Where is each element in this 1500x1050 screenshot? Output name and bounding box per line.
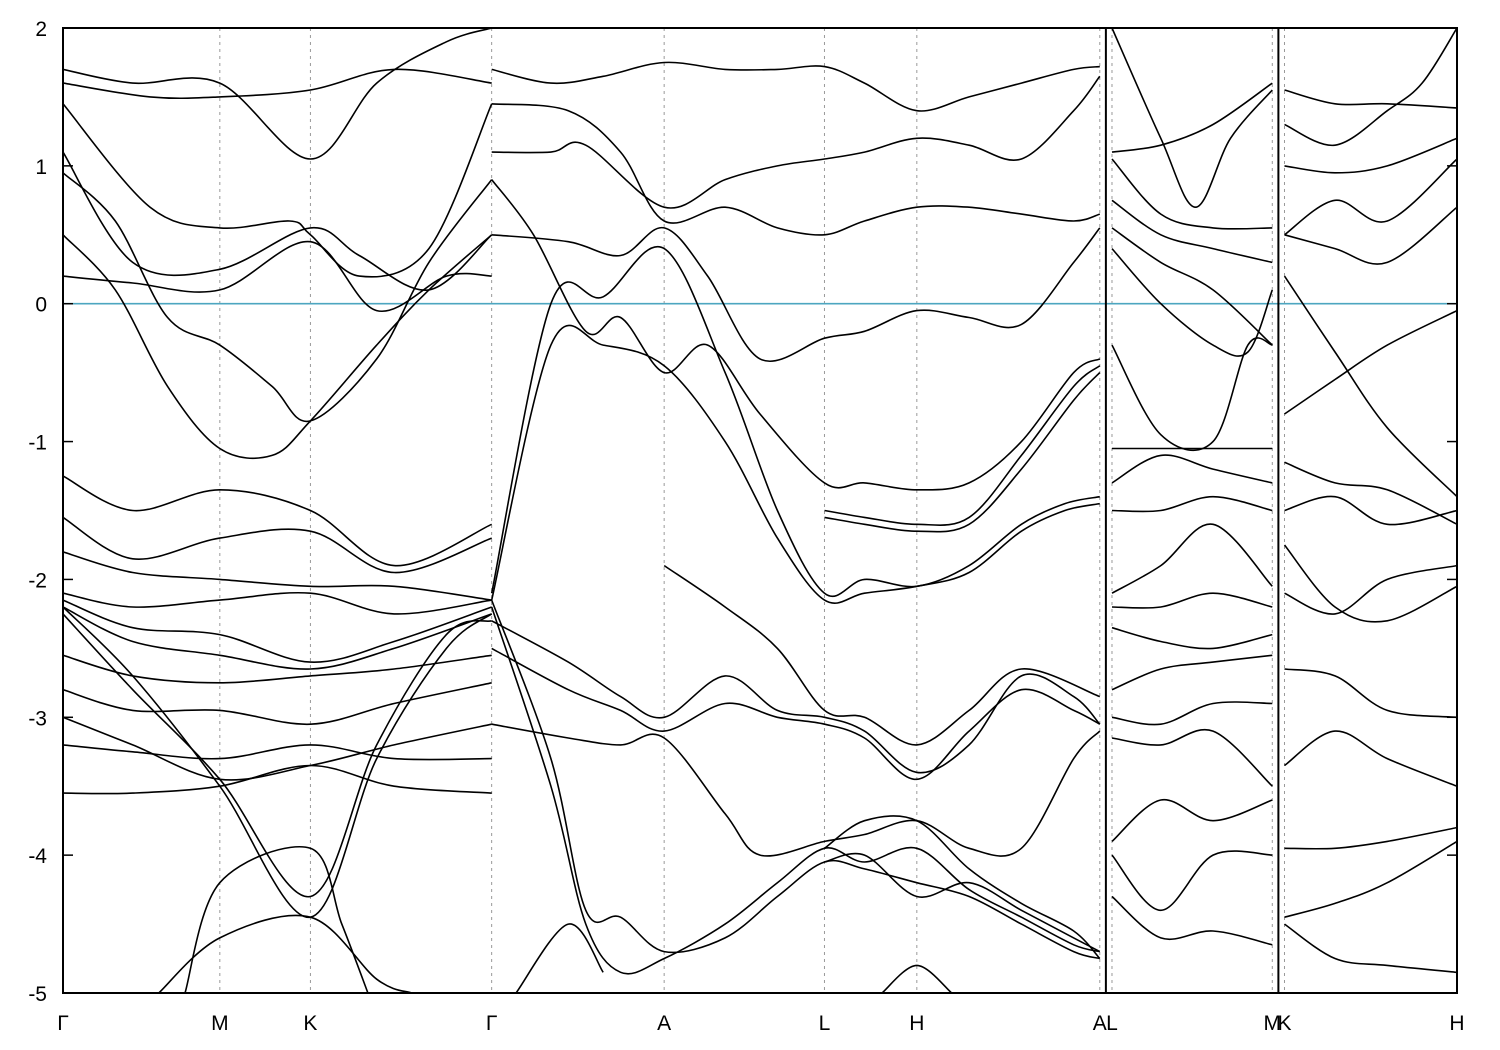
band-72	[1284, 730, 1457, 787]
band-38	[824, 815, 1101, 960]
band-25	[491, 227, 1101, 362]
y-tick-label-0: -5	[28, 983, 47, 1006]
band-73	[1284, 826, 1457, 850]
band-74	[1284, 840, 1457, 918]
band-2	[63, 240, 492, 312]
x-tick-label-8: L	[1106, 1012, 1118, 1035]
band-41	[1111, 28, 1273, 209]
band-18	[63, 613, 492, 898]
band-32	[490, 599, 1100, 960]
band-54	[1111, 654, 1273, 691]
x-axis-ticks: Γ M K Γ A L H A L MK H	[57, 1012, 1464, 1035]
x-tick-label-10: K	[1277, 1012, 1291, 1035]
band-33	[490, 606, 1100, 975]
band-45	[1111, 227, 1273, 346]
band-36	[824, 365, 1101, 526]
band-12	[63, 606, 492, 670]
band-62	[1284, 137, 1457, 174]
band-31	[491, 723, 1101, 857]
band-22	[490, 245, 1100, 597]
band-26	[491, 103, 1101, 236]
band-21	[184, 846, 369, 993]
x-tick-label-2: K	[303, 1012, 317, 1035]
band-39	[824, 852, 1101, 953]
band-5	[63, 28, 492, 160]
band-9	[63, 551, 492, 601]
x-tick-label-9: M	[1264, 1012, 1282, 1035]
x-tick-label-6: H	[909, 1012, 924, 1035]
y-tick-label-3: -2	[28, 569, 47, 592]
band-66	[1284, 309, 1457, 415]
band-51	[1111, 523, 1273, 594]
band-46	[1111, 248, 1274, 357]
band-70	[1284, 564, 1457, 615]
band-58	[1111, 850, 1273, 912]
path-discontinuities	[1104, 28, 1280, 993]
band-69	[1283, 544, 1457, 623]
band-68	[1284, 495, 1457, 526]
band-8	[63, 516, 492, 574]
x-tick-label-11: H	[1449, 1012, 1464, 1035]
band-lines	[63, 28, 1457, 993]
y-tick-label-7: 2	[35, 18, 47, 41]
x-tick-label-5: L	[819, 1012, 831, 1035]
band-44	[1111, 199, 1273, 264]
band-64	[1284, 206, 1457, 265]
band-17	[63, 764, 492, 795]
y-axis-ticks: -5 -4 -3 -2 -1 0 1 2	[28, 18, 1457, 1006]
band-63	[1284, 158, 1457, 236]
band-75	[1284, 923, 1457, 974]
band-65	[1283, 275, 1457, 498]
band-27	[491, 61, 1100, 112]
band-42	[1111, 82, 1273, 153]
y-tick-label-6: 1	[35, 156, 47, 179]
band-4	[63, 103, 493, 278]
band-16	[63, 744, 492, 761]
band-59	[1111, 895, 1273, 946]
x-tick-label-4: A	[657, 1012, 671, 1035]
y-tick-label-2: -3	[28, 707, 47, 730]
band-49	[1111, 454, 1273, 484]
band-71	[1284, 668, 1457, 719]
band-0	[63, 172, 493, 423]
band-60	[1284, 89, 1457, 109]
band-28	[491, 75, 1101, 209]
band-40	[881, 964, 953, 993]
band-29	[491, 620, 1101, 774]
band-53	[1111, 626, 1273, 650]
band-37	[824, 372, 1101, 533]
x-tick-label-1: M	[211, 1012, 229, 1035]
plot-frame	[62, 27, 1458, 994]
band-30	[491, 647, 1101, 781]
band-35	[663, 564, 1101, 746]
x-tick-label-7: A	[1093, 1012, 1107, 1035]
band-55	[1111, 701, 1273, 726]
band-56	[1111, 728, 1273, 787]
y-tick-label-5: 0	[35, 294, 47, 317]
band-11	[63, 599, 492, 663]
band-57	[1111, 799, 1273, 843]
band-10	[63, 591, 492, 615]
y-tick-label-4: -1	[28, 432, 47, 455]
band-15	[63, 716, 492, 781]
band-61	[1284, 28, 1457, 147]
band-20	[158, 914, 412, 993]
band-50	[1111, 495, 1273, 513]
band-34	[515, 923, 604, 993]
y-tick-label-1: -4	[28, 845, 47, 868]
band-43	[1111, 158, 1273, 230]
band-7	[63, 475, 493, 567]
band-67	[1284, 461, 1457, 526]
x-tick-label-3: Γ	[486, 1012, 498, 1035]
band-47	[1111, 337, 1273, 451]
band-24	[491, 179, 1101, 491]
band-52	[1111, 592, 1273, 609]
band-14	[63, 682, 492, 726]
band-23	[490, 324, 1100, 605]
band-13	[63, 654, 492, 684]
band-6	[63, 68, 492, 100]
x-tick-label-0: Γ	[57, 1012, 69, 1035]
band-1	[63, 234, 493, 460]
